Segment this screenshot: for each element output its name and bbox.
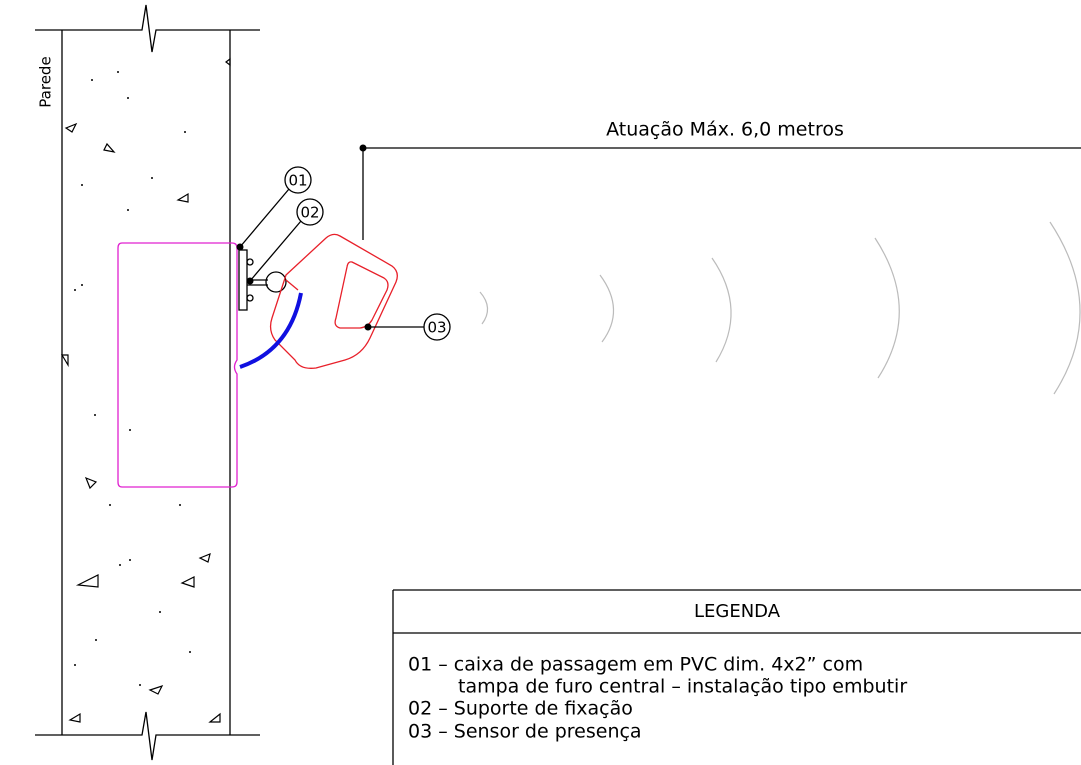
sensor xyxy=(269,233,398,369)
legend-line: 01 – caixa de passagem em PVC dim. 4x2” … xyxy=(408,654,863,676)
callout-leaders xyxy=(236,166,451,341)
support xyxy=(238,249,287,311)
range-leader xyxy=(359,144,1081,240)
junction-box xyxy=(117,242,238,488)
legend-line: tampa de furo central – instalação tipo … xyxy=(458,676,907,698)
legend-line: 02 – Suporte de fixação xyxy=(408,698,633,720)
legend-title: LEGENDA xyxy=(694,601,781,622)
detection-waves xyxy=(479,221,1081,395)
legend-frame xyxy=(392,589,1081,765)
callout: 01 xyxy=(288,172,307,190)
legend-line: 03 – Sensor de presença xyxy=(408,721,642,743)
callout: 03 xyxy=(427,319,446,337)
range-label: Atuação Máx. 6,0 metros xyxy=(606,119,844,141)
callout: 02 xyxy=(300,204,319,222)
wall-label: Parede xyxy=(37,56,55,107)
wall: Parede xyxy=(35,4,260,761)
cable xyxy=(239,292,303,369)
